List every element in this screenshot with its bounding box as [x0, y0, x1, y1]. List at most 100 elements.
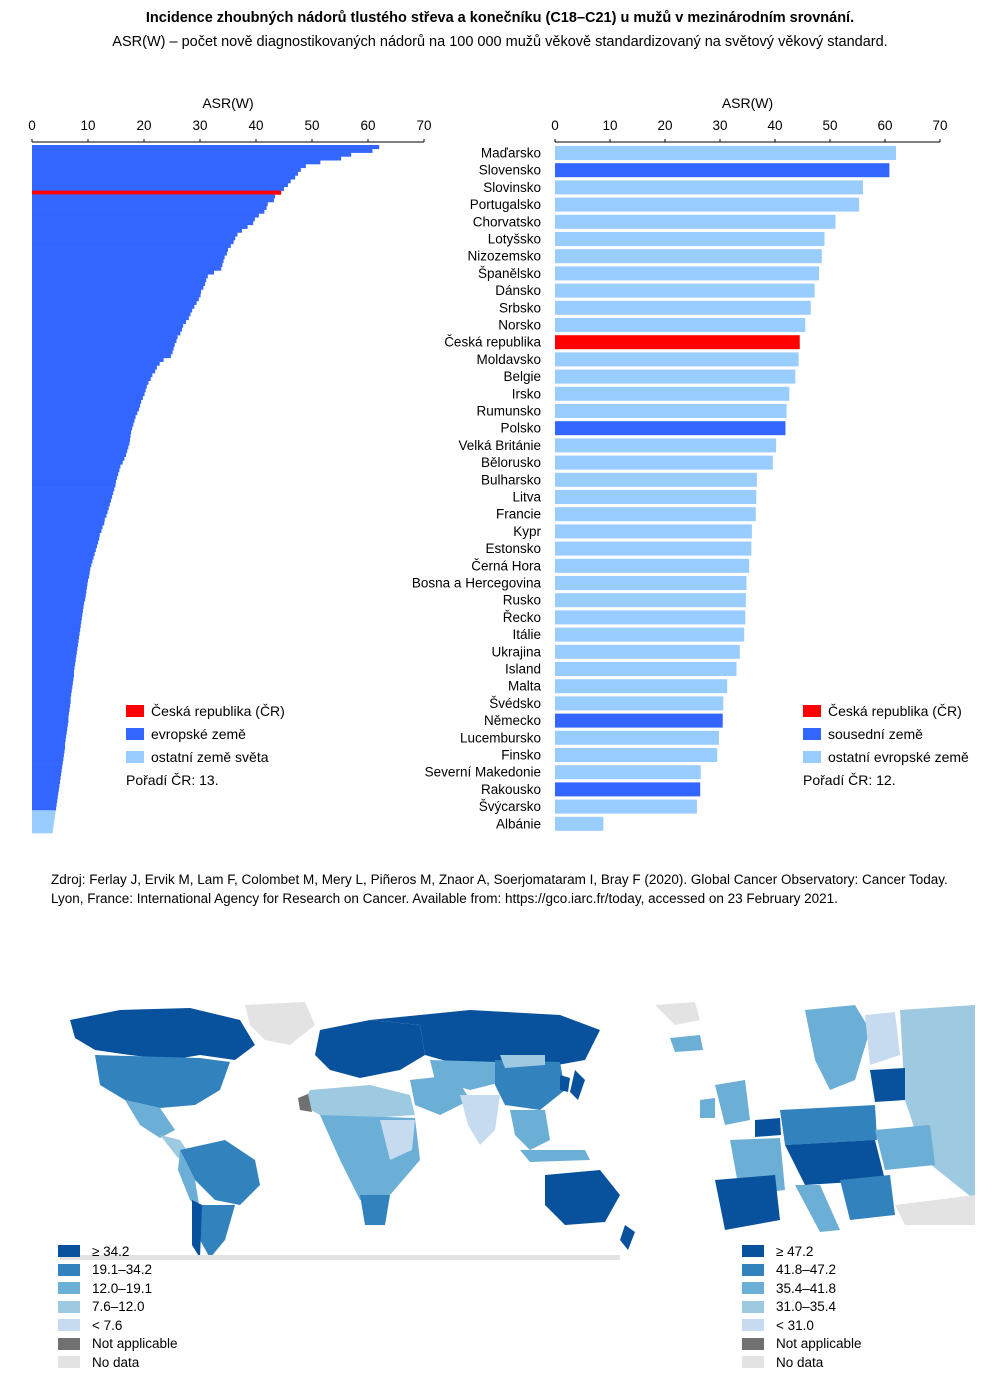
category-label: Černá Hora — [471, 558, 541, 573]
bar — [32, 426, 133, 431]
bar — [32, 373, 153, 378]
bar — [555, 627, 745, 642]
bar — [32, 297, 199, 302]
bar — [32, 255, 225, 260]
bar — [32, 703, 71, 708]
map-legend-swatch — [58, 1337, 80, 1350]
bar — [32, 395, 143, 400]
category-label: Bosna a Hercegovina — [412, 576, 542, 591]
bar — [32, 498, 111, 503]
bar — [32, 525, 103, 530]
bar — [555, 455, 773, 470]
bar — [32, 772, 62, 777]
bar — [32, 540, 99, 545]
map-region-new-zealand — [620, 1225, 635, 1250]
bar — [555, 214, 836, 229]
legend-swatch — [126, 705, 144, 717]
map-legend-swatch — [58, 1282, 80, 1295]
category-label: Švédsko — [489, 696, 541, 711]
bar — [32, 829, 53, 834]
europe-map — [655, 1000, 975, 1240]
bar — [555, 163, 890, 178]
map-legend-item: No data — [742, 1353, 862, 1372]
bar — [32, 806, 57, 811]
map-region-italy — [795, 1185, 840, 1232]
category-label: Lotyšsko — [488, 232, 541, 247]
bar — [32, 475, 118, 480]
category-label: Rakousko — [481, 782, 541, 797]
bar — [555, 232, 825, 246]
map-region-antarctica — [60, 1255, 620, 1260]
category-label: Finsko — [501, 748, 541, 763]
bar — [32, 502, 110, 507]
bar — [32, 221, 254, 226]
map-region-australia — [545, 1170, 620, 1225]
bar — [32, 145, 380, 150]
x-tick-label: 40 — [248, 118, 263, 133]
x-tick-label: 20 — [136, 118, 151, 133]
bar — [555, 146, 896, 160]
category-label: Irsko — [512, 386, 541, 401]
map-legend-label: 35.4–41.8 — [776, 1280, 837, 1296]
category-label: Rusko — [503, 593, 541, 608]
bar — [32, 399, 142, 404]
category-label: Kypr — [513, 524, 541, 539]
map-region-south-america-south — [200, 1205, 235, 1258]
bar — [32, 240, 234, 245]
bar — [32, 661, 76, 667]
bar — [32, 266, 222, 271]
x-tick-label: 30 — [712, 118, 727, 133]
bar — [32, 152, 352, 157]
map-region-china — [495, 1060, 565, 1110]
bar — [32, 281, 206, 286]
bar — [555, 558, 750, 573]
chart-subtitle: ASR(W) – počet nově diagnostikovaných ná… — [112, 34, 888, 50]
bar — [32, 365, 157, 370]
map-region-mongolia — [500, 1055, 545, 1068]
bar — [32, 768, 62, 773]
map-legend-swatch — [58, 1319, 80, 1332]
bar — [32, 627, 81, 632]
bar — [32, 620, 82, 625]
bar — [32, 175, 296, 180]
bar — [555, 438, 777, 453]
map-region-turkey — [895, 1195, 975, 1225]
bar — [32, 646, 78, 651]
bar — [32, 696, 71, 701]
map-region-north-africa — [302, 1085, 415, 1118]
bar — [32, 308, 193, 313]
x-tick-label: 70 — [932, 118, 947, 133]
bar — [32, 243, 231, 248]
bar — [32, 179, 291, 184]
bar — [32, 293, 201, 298]
bar — [555, 816, 604, 831]
x-tick-label: 50 — [304, 118, 319, 133]
category-label: Maďarsko — [481, 146, 541, 161]
bar — [555, 507, 756, 522]
bar — [32, 414, 136, 419]
category-label: Portugalsko — [470, 197, 541, 212]
bar — [32, 711, 69, 716]
bar — [555, 541, 752, 556]
bar — [32, 198, 274, 203]
europe-map-legend: ≥ 47.2 41.8–47.2 35.4–41.8 31.0–35.4 < 31.0 N… — [742, 1242, 862, 1372]
bar — [555, 386, 790, 401]
x-axis-label: ASR(W) — [202, 95, 253, 111]
bar — [32, 224, 248, 229]
category-label: Island — [505, 662, 541, 677]
header: Incidence zhoubných nádorů tlustého stře… — [0, 0, 1000, 70]
bar — [32, 528, 102, 534]
map-legend-swatch — [742, 1337, 764, 1350]
bar — [32, 764, 63, 769]
category-label: Polsko — [500, 421, 541, 436]
bar — [32, 186, 284, 191]
bar — [555, 593, 746, 608]
source-note: Zdroj: Ferlay J, Ervik M, Lam F, Colombe… — [51, 872, 948, 906]
category-label: Srbsko — [499, 300, 541, 315]
map-region-baltics — [870, 1068, 905, 1102]
x-tick-label: 30 — [192, 118, 207, 133]
bar — [32, 433, 131, 438]
category-label: Bělorusko — [481, 455, 541, 470]
map-legend-label: 7.6–12.0 — [92, 1299, 145, 1315]
map-legend-swatch — [58, 1245, 80, 1258]
